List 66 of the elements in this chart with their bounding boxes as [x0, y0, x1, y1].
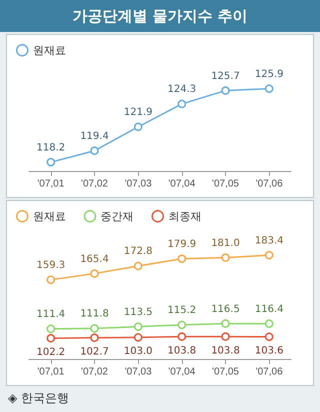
point: [134, 262, 142, 270]
data-label: 115.2: [168, 305, 196, 316]
data-label: 165.4: [80, 254, 109, 265]
point: [178, 100, 186, 108]
data-label: 103.0: [124, 346, 152, 358]
x-tick-label: '07,04: [168, 366, 196, 378]
point: [90, 324, 99, 333]
legend-label: 최종재: [168, 210, 202, 223]
point: [264, 250, 274, 260]
data-label: 111.4: [36, 309, 66, 320]
point: [90, 269, 99, 278]
data-label: 103.8: [168, 345, 196, 356]
data-label: 124.3: [168, 84, 196, 96]
legend-label: 원재료: [32, 44, 66, 57]
point: [46, 276, 56, 284]
x-tick-label: '07,05: [212, 178, 240, 190]
x-tick-label: '07,04: [168, 178, 196, 190]
point: [134, 322, 142, 331]
point: [134, 333, 142, 342]
point: [221, 319, 230, 328]
data-label: 113.5: [124, 306, 152, 318]
data-label: 111.8: [80, 308, 109, 320]
point: [90, 333, 99, 342]
chart-title: 가공단계별 물가지수 추이: [0, 0, 320, 32]
data-label: 102.2: [36, 346, 66, 358]
point: [178, 332, 186, 341]
point: [264, 332, 274, 342]
point: [178, 254, 186, 263]
data-label: 119.4: [80, 130, 109, 142]
point: [178, 320, 186, 330]
point: [46, 334, 56, 342]
data-label: 179.9: [168, 238, 196, 250]
point: [46, 324, 56, 334]
point: [221, 253, 230, 262]
data-label: 102.7: [80, 346, 109, 358]
data-label: 118.2: [36, 142, 66, 154]
x-tick-label: '07,06: [256, 366, 284, 378]
x-tick-label: '07,03: [124, 178, 152, 190]
point: [264, 84, 274, 93]
data-label: 172.8: [124, 246, 152, 258]
legend-label: 원재료: [32, 210, 66, 223]
data-label: 181.0: [211, 238, 240, 249]
x-tick-label: '07,03: [124, 366, 152, 378]
data-label: 116.5: [211, 304, 240, 315]
x-tick-label: '07,01: [37, 366, 65, 378]
point: [46, 158, 56, 166]
x-tick-label: '07,01: [37, 178, 65, 190]
data-label: 103.8: [211, 345, 240, 356]
x-tick-label: '07,02: [81, 178, 108, 190]
data-label: 183.4: [254, 235, 284, 246]
data-label: 125.7: [211, 70, 240, 82]
point: [264, 319, 274, 328]
text: ◈ 한국은행: [8, 390, 70, 407]
x-tick-label: '07,02: [81, 366, 108, 378]
data-label: 159.3: [36, 260, 66, 272]
data-label: 116.4: [254, 304, 284, 315]
legend-label: 중간재: [100, 210, 134, 223]
data-label: 125.9: [254, 68, 284, 80]
point: [221, 86, 230, 95]
point: [90, 146, 99, 155]
point: [221, 332, 230, 341]
point: [134, 122, 142, 132]
x-tick-label: '07,05: [212, 366, 240, 378]
x-tick-label: '07,06: [256, 178, 284, 190]
data-label: 103.6: [254, 346, 284, 357]
data-label: 121.9: [124, 107, 152, 118]
